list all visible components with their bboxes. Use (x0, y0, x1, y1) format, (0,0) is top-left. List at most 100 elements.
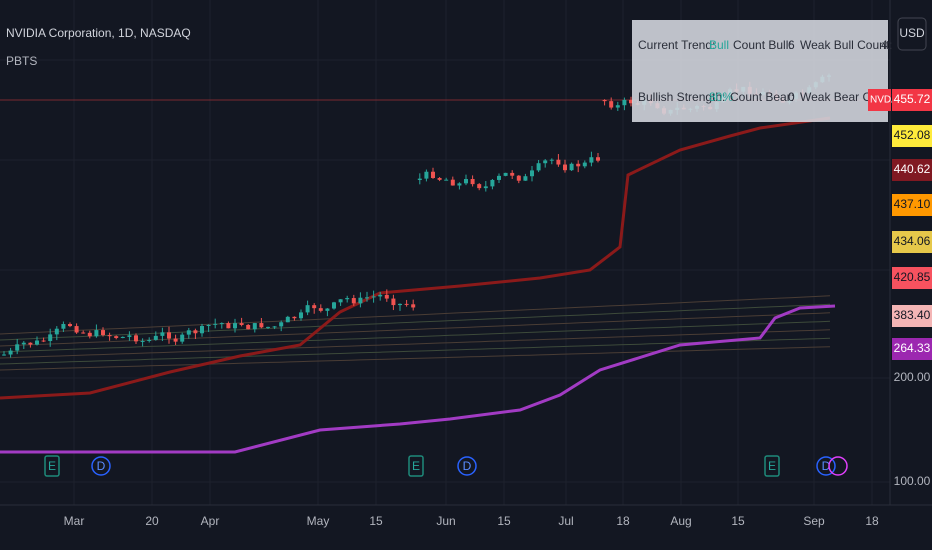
candle-body (543, 160, 548, 164)
candle-body (160, 332, 165, 336)
candle-body (417, 178, 422, 180)
candle-body (457, 183, 462, 186)
candle-body (516, 175, 521, 181)
price-label-bg (892, 267, 932, 289)
table-cell: 80% (709, 90, 733, 104)
price-grid-label: 100.00 (894, 474, 931, 488)
indicator-name: PBTS (6, 54, 37, 68)
candle-body (510, 172, 515, 176)
candle-body (569, 163, 574, 171)
candle-body (602, 100, 607, 102)
candle-body (15, 344, 20, 351)
price-label: 383.40 (894, 308, 931, 322)
candle-body (398, 303, 402, 306)
candle-body (450, 179, 455, 186)
candle-body (358, 297, 363, 304)
candle-body (483, 186, 488, 189)
candle-body (503, 172, 508, 176)
candle-body (549, 159, 554, 161)
event-badge (828, 456, 848, 476)
event-badge (816, 456, 836, 476)
candle-body (378, 294, 383, 297)
event-label: D (822, 459, 831, 473)
band-line (0, 346, 831, 371)
candle-body (94, 330, 99, 337)
candle-body (68, 324, 72, 327)
event-label: D (463, 459, 472, 473)
candle-body (239, 323, 244, 325)
candle-body (173, 338, 178, 342)
candle-body (497, 175, 501, 180)
table-cell: Bullish Strength: (638, 90, 725, 104)
band-line (0, 303, 831, 341)
bands (0, 295, 831, 371)
candle-body (576, 163, 581, 167)
event-label: E (412, 459, 420, 473)
candle-body (200, 326, 204, 334)
candle-body (28, 342, 33, 345)
price-label: 434.06 (894, 234, 931, 248)
price-label: 264.33 (894, 341, 931, 355)
candle-body (21, 342, 26, 345)
time-label: Apr (201, 514, 220, 528)
price-label-bg (892, 305, 932, 327)
candle-body (206, 324, 211, 327)
candle-body (61, 324, 66, 329)
candle-body (252, 323, 257, 330)
candle-body (272, 326, 277, 328)
candle-body (180, 334, 185, 342)
candle-body (391, 298, 396, 306)
candle-body (384, 294, 389, 299)
price-label-bg (892, 125, 932, 147)
table-cell: 4 (881, 38, 888, 52)
currency-button[interactable] (897, 17, 927, 51)
band-line (0, 312, 831, 347)
candle-body (8, 350, 13, 355)
candle-body (596, 157, 600, 161)
stats-table (632, 20, 888, 122)
event-label: D (97, 459, 106, 473)
candle-body (147, 339, 152, 341)
red-band (0, 116, 831, 400)
candle-body (411, 304, 416, 308)
price-label: 437.10 (894, 197, 931, 211)
currency[interactable]: USD (899, 26, 925, 40)
price-grid-label: 200.00 (894, 370, 931, 384)
candle-body (477, 184, 482, 189)
candle-body (107, 335, 112, 337)
event-label: E (48, 459, 56, 473)
candle-body (101, 330, 105, 336)
candle-body (345, 298, 350, 300)
candle-body (114, 336, 119, 338)
candle-body (609, 101, 614, 108)
candle-body (582, 162, 587, 167)
candle-body (233, 323, 237, 329)
candle-body (490, 179, 495, 187)
band-line (0, 329, 831, 359)
candle-body (325, 308, 330, 311)
candle-body (41, 340, 46, 342)
candle-body (259, 323, 264, 328)
candle-body (35, 340, 39, 345)
candle-body (622, 99, 627, 106)
candle-body (318, 308, 323, 311)
price-label-bg (892, 89, 932, 111)
table-cell: Weak Bull Count: (800, 38, 893, 52)
candle-body (615, 105, 620, 108)
event-badge (91, 456, 111, 476)
candle-body (371, 296, 376, 298)
candle-body (523, 176, 528, 181)
time-label: Mar (64, 514, 85, 528)
band-line (0, 320, 831, 353)
candle-body (470, 179, 475, 185)
candle-body (431, 171, 435, 179)
price-label: 455.72 (894, 92, 931, 106)
table-cell: 0 (788, 90, 795, 104)
candle-body (563, 164, 567, 171)
candle-body (246, 324, 251, 330)
candle-body (424, 171, 429, 179)
price-label-bg (892, 159, 932, 181)
